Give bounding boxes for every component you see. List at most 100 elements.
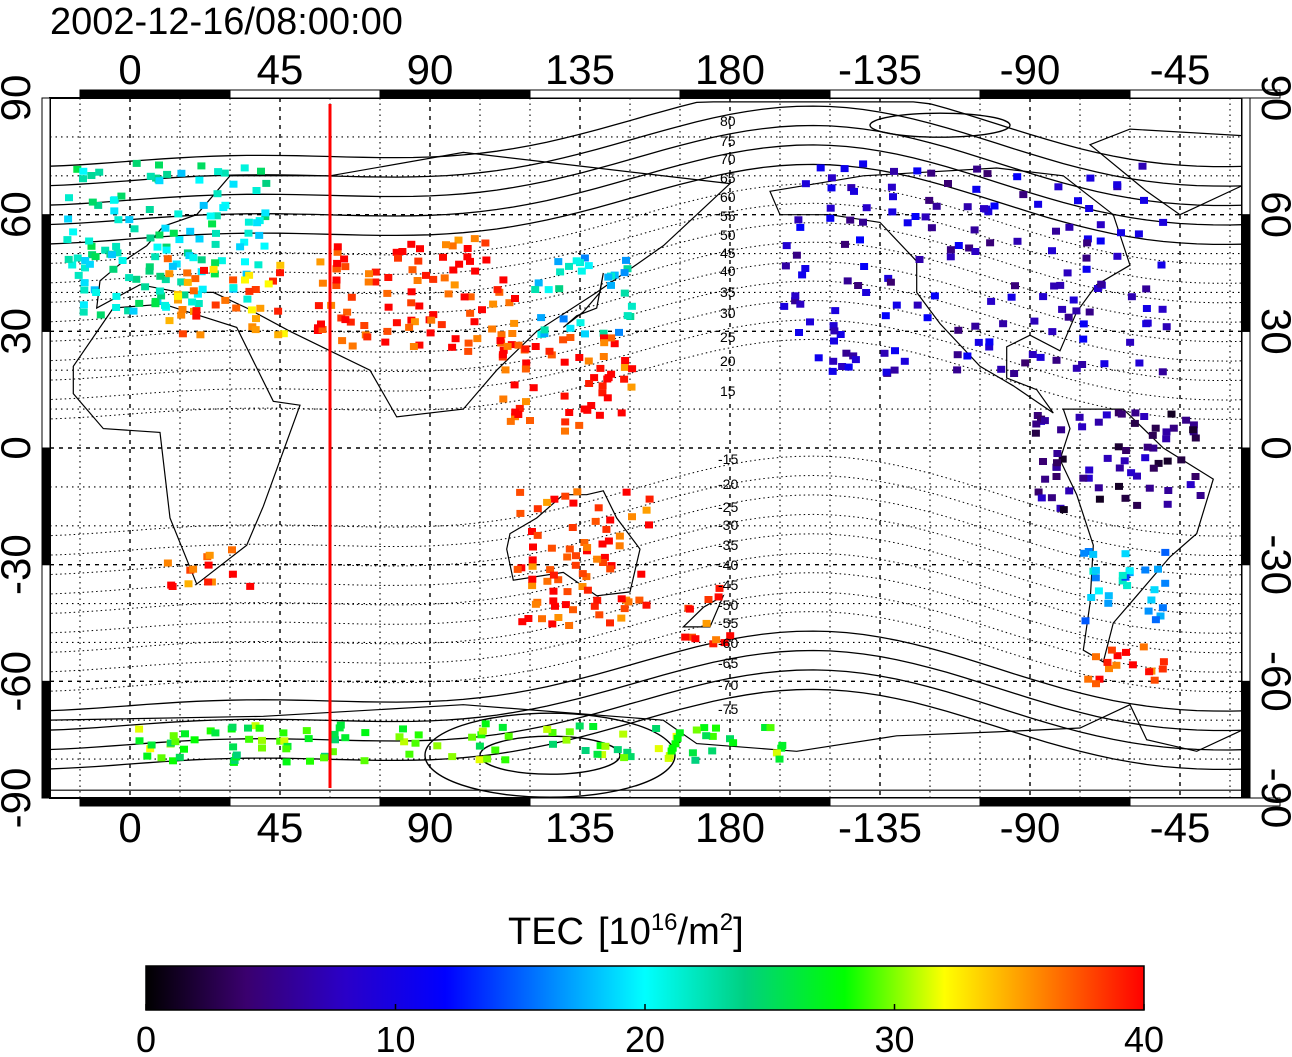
tec-cell [585,380,594,387]
tec-cell [1011,282,1019,290]
tec-cell [615,328,623,336]
tec-cell [538,615,546,623]
contour-label: 70 [720,151,736,167]
contour-line [50,183,1242,265]
tec-cell [332,282,341,289]
tec-cell [1163,457,1172,465]
tec-cell [79,301,88,309]
tec-cell [654,745,663,753]
tec-cell [163,559,172,567]
tec-cell [548,729,557,736]
tec-cell [571,561,580,569]
tec-cell [364,278,373,286]
lon-tick-label: 45 [257,804,304,851]
tec-cell [440,274,449,282]
tec-cell [1133,472,1141,480]
tec-cell [112,292,121,300]
colorbar-unit-mid: /m [678,911,720,953]
frame-bar [229,797,381,807]
tec-cell [856,236,864,244]
frame-bar [1241,447,1251,566]
tec-cell [264,280,273,288]
tec-cell [913,167,922,175]
tec-cell [129,307,138,315]
tec-cell [645,521,653,529]
lat-tick-label: 30 [1253,308,1292,355]
tec-cell [827,184,836,192]
tec-cell [829,322,838,330]
tec-cell [886,278,895,286]
tec-cell [598,751,607,759]
contour-line [50,591,1242,673]
contour-label: 75 [720,133,736,149]
tec-cell [1028,351,1037,358]
tec-cell [859,160,868,168]
colorbar-gradient [145,965,1145,1011]
colorbar-tick-label: 30 [874,1019,914,1057]
tec-cell [881,312,890,320]
tec-cell [554,576,563,584]
tec-cell [888,208,897,216]
tec-cell [568,524,577,531]
tec-cell [575,722,584,730]
tec-cell [483,755,492,763]
tec-cell [429,275,438,283]
tec-cell [844,363,853,371]
tec-cell [554,258,563,266]
colorbar: TEC [1016/m2] 0 10 20 30 40 [136,909,1164,1057]
tec-cell [549,740,557,748]
tec-cell [1085,308,1094,316]
contour-labels: 80 75 70 65 60 55 50 45 40 35 30 25 20 15 -15 -20 -25 -30… [718,113,738,717]
tec-cell [617,409,626,417]
tec-cell [627,383,636,391]
tec-cell [1081,617,1090,625]
tec-cell [513,565,522,573]
tec-cell [276,261,285,269]
tec-cell [211,729,220,737]
tec-cell [199,201,208,209]
tec-cell [279,330,288,338]
lat-tick-label: 60 [1253,191,1292,238]
tec-cell [602,525,611,533]
tec-cell [245,271,254,279]
contour-label: -50 [718,597,738,613]
tec-cell [252,187,261,194]
tec-cell [1142,285,1151,293]
tec-cell [561,601,570,609]
tec-cell [407,299,416,307]
tec-cell [153,243,162,251]
lon-tick-label: 45 [257,46,304,93]
tec-cell [470,235,479,243]
tec-cell [155,177,164,185]
tec-cell [221,296,230,304]
tec-cell [1094,587,1103,595]
tec-cell [1058,305,1067,313]
tec-cell [208,220,217,228]
tec-cell [506,417,515,425]
lat-tick-label: -30 [1253,534,1292,595]
tec-cell [775,755,784,763]
tec-cell [514,411,523,418]
tec-cell [161,276,170,284]
tec-cell [836,331,845,338]
tec-cell [169,229,178,237]
tec-cell [165,317,174,325]
tec-cell [533,505,542,513]
contour-label: 20 [720,353,736,369]
tec-cell [448,242,457,250]
tec-cell [470,318,479,326]
tec-cell [220,169,229,177]
tec-cell [1053,459,1061,467]
tec-cell [1102,411,1111,419]
tec-cell [827,174,836,182]
tec-cell [1162,428,1171,436]
contour-label: -20 [718,476,738,492]
tec-cell [276,737,285,745]
tec-cell [985,338,994,346]
tec-cell [63,236,72,244]
tec-cell [276,269,284,277]
tec-cell [516,488,525,496]
coastline [562,272,604,328]
tec-cell [862,289,871,296]
contour-line [50,494,1242,576]
